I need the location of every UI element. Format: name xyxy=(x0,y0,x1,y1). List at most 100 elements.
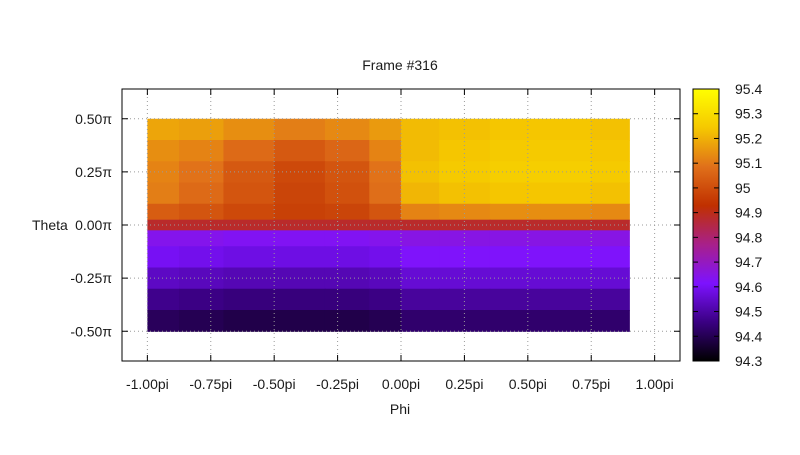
heatmap-cell xyxy=(591,246,630,269)
heatmap-cell xyxy=(439,203,491,221)
heatmap-cell xyxy=(591,288,630,311)
x-tick-label: 0.50pi xyxy=(509,376,547,392)
heatmap-cell xyxy=(439,288,491,311)
heatmap-cell xyxy=(274,230,326,247)
heatmap-cell xyxy=(540,288,592,311)
heatmap-cell xyxy=(147,288,180,311)
heatmap-cell xyxy=(223,267,275,290)
heatmap-cell xyxy=(401,140,440,162)
heatmap-cell xyxy=(324,182,370,205)
heatmap-cells xyxy=(147,118,630,332)
y-tick-label: 0.00π xyxy=(75,217,112,233)
heatmap-cell xyxy=(489,219,542,231)
heatmap-cell xyxy=(591,310,630,332)
heatmap-cell xyxy=(147,161,180,184)
x-tick-label: 0.75pi xyxy=(572,376,610,392)
heatmap-cell xyxy=(324,310,370,332)
heatmap-cell xyxy=(147,246,180,269)
heatmap-cell xyxy=(540,140,592,162)
heatmap-cell xyxy=(369,203,402,221)
heatmap-cell xyxy=(274,140,326,162)
heatmap-cell xyxy=(179,288,225,311)
colorbar-tick-label: 94.8 xyxy=(735,229,762,245)
heatmap-cell xyxy=(540,246,592,269)
heatmap-cell xyxy=(179,118,225,141)
heatmap-cell xyxy=(179,203,225,221)
heatmap-cell xyxy=(369,140,402,162)
heatmap-cell xyxy=(274,288,326,311)
heatmap-cell xyxy=(439,310,491,332)
heatmap-cell xyxy=(223,182,275,205)
heatmap-cell xyxy=(147,140,180,162)
heatmap-cell xyxy=(223,288,275,311)
heatmap-cell xyxy=(179,246,225,269)
y-axis-ticks: 0.50π 0.25π 0.00π -0.25π -0.50π xyxy=(70,111,680,339)
y-axis-label: Theta xyxy=(32,217,68,233)
heatmap-cell xyxy=(324,161,370,184)
heatmap-cell xyxy=(223,203,275,221)
heatmap-cell xyxy=(274,267,326,290)
heatmap-cell xyxy=(274,203,326,221)
heatmap-cell xyxy=(401,219,440,231)
heatmap-cell xyxy=(369,288,402,311)
heatmap-cell xyxy=(223,246,275,269)
heatmap-cell xyxy=(439,230,491,247)
x-tick-label: -0.25pi xyxy=(316,376,359,392)
heatmap-cell xyxy=(223,140,275,162)
heatmap-cell xyxy=(147,230,180,247)
heatmap-cell xyxy=(324,230,370,247)
heatmap-cell xyxy=(147,203,180,221)
colorbar-tick-label: 95 xyxy=(735,180,751,196)
heatmap-cell xyxy=(274,182,326,205)
heatmap-cell xyxy=(489,230,542,247)
heatmap-cell xyxy=(439,267,491,290)
heatmap-cell xyxy=(591,140,630,162)
heatmap-cell xyxy=(401,246,440,269)
heatmap-cell xyxy=(369,219,402,231)
heatmap-cell xyxy=(147,182,180,205)
heatmap-cell xyxy=(324,140,370,162)
colorbar-tick-label: 94.4 xyxy=(735,328,762,344)
heatmap-cell xyxy=(223,310,275,332)
heatmap-cell xyxy=(540,310,592,332)
heatmap-cell xyxy=(489,267,542,290)
heatmap-cell xyxy=(591,118,630,141)
heatmap-cell xyxy=(540,182,592,205)
colorbar-tick-label: 95.1 xyxy=(735,155,762,171)
heatmap-cell xyxy=(401,182,440,205)
heatmap-cell xyxy=(324,219,370,231)
heatmap-cell xyxy=(591,203,630,221)
heatmap-cell xyxy=(324,118,370,141)
heatmap-cell xyxy=(147,267,180,290)
heatmap-cell xyxy=(179,219,225,231)
heatmap-cell xyxy=(540,118,592,141)
heatmap-cell xyxy=(489,246,542,269)
heatmap-cell xyxy=(489,140,542,162)
heatmap-cell xyxy=(439,140,491,162)
heatmap-cell xyxy=(179,267,225,290)
heatmap-cell xyxy=(274,310,326,332)
heatmap-cell xyxy=(179,140,225,162)
y-tick-label: 0.25π xyxy=(75,164,112,180)
heatmap-cell xyxy=(179,230,225,247)
heatmap-cell xyxy=(591,182,630,205)
y-tick-label: -0.25π xyxy=(70,270,112,286)
heatmap-cell xyxy=(274,161,326,184)
heatmap-cell xyxy=(223,161,275,184)
heatmap-cell xyxy=(369,230,402,247)
x-tick-label: 0.00pi xyxy=(382,376,420,392)
heatmap-cell xyxy=(401,203,440,221)
heatmap-cell xyxy=(401,310,440,332)
heatmap-cell xyxy=(274,118,326,141)
heatmap-cell xyxy=(147,310,180,332)
x-tick-label: -0.50pi xyxy=(253,376,296,392)
heatmap-cell xyxy=(369,118,402,141)
heatmap-cell xyxy=(179,182,225,205)
colorbar-tick-label: 95.2 xyxy=(735,130,762,146)
heatmap-cell xyxy=(324,246,370,269)
heatmap-cell xyxy=(179,310,225,332)
colorbar-tick-label: 94.7 xyxy=(735,254,762,270)
heatmap-cell xyxy=(369,182,402,205)
